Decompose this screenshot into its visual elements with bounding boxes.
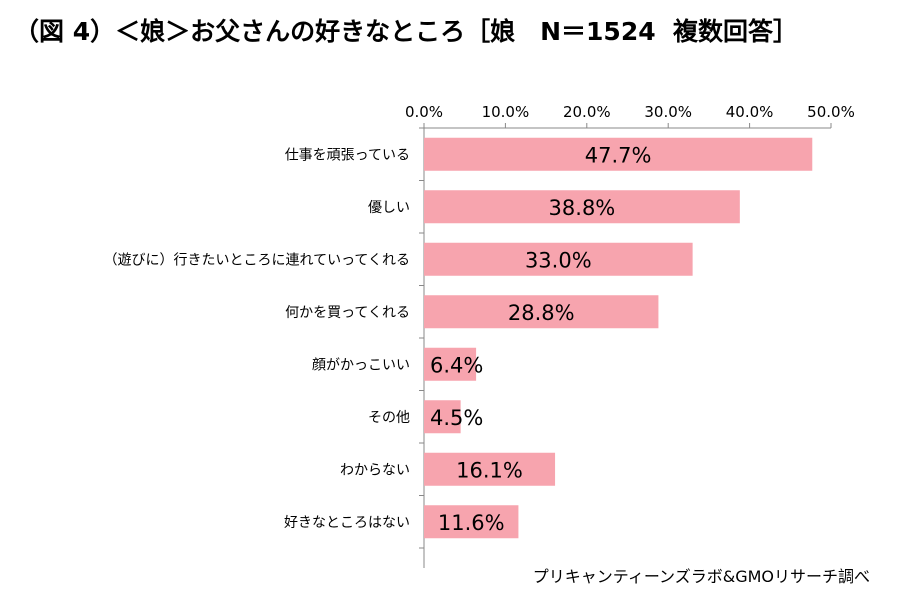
x-tick-label: 40.0% (726, 103, 774, 121)
bar (424, 137, 813, 171)
data-label: 47.7% (585, 143, 652, 167)
bar (424, 347, 477, 381)
axis-layer: 0.0% 10.0% 20.0% 30.0% 40.0% 50.0% (405, 103, 855, 568)
bar (424, 400, 461, 434)
chart-title: （図 4）＜娘＞お父さんの好きなところ［娘 N＝1524 複数回答］ (14, 17, 799, 46)
x-tick-label: 20.0% (563, 103, 611, 121)
bar (424, 505, 519, 539)
x-tick-label: 10.0% (482, 103, 530, 121)
x-tick-label: 30.0% (644, 103, 692, 121)
data-label: 38.8% (549, 196, 616, 220)
category-label: わからない (340, 462, 410, 478)
data-label: 33.0% (525, 248, 592, 272)
bar (424, 452, 556, 486)
x-tick-label: 50.0% (807, 103, 855, 121)
category-label: 好きなところはない (284, 515, 410, 531)
bar-layer: 仕事を頑張っている 47.7% 優しい 38.8% （遊びに）行きたいところに連れていっ… (104, 137, 813, 539)
x-tick-label: 0.0% (405, 103, 443, 121)
category-label: （遊びに）行きたいところに連れていってくれる (104, 252, 410, 268)
category-label: 仕事を頑張っている (285, 147, 410, 163)
data-label: 4.5% (430, 406, 483, 430)
source-note: プリキャンティーンズラボ&GMOリサーチ調べ (532, 567, 870, 586)
bar (424, 190, 740, 224)
data-label: 16.1% (456, 458, 523, 482)
category-label: 優しい (368, 200, 410, 216)
bar (424, 242, 693, 276)
category-label: その他 (368, 410, 410, 426)
category-label: 顔がかっこいい (312, 357, 410, 373)
data-label: 28.8% (508, 301, 575, 325)
bar (424, 295, 659, 329)
category-label: 何かを買ってくれる (285, 305, 410, 321)
data-label: 11.6% (438, 511, 505, 535)
data-label: 6.4% (430, 353, 483, 377)
